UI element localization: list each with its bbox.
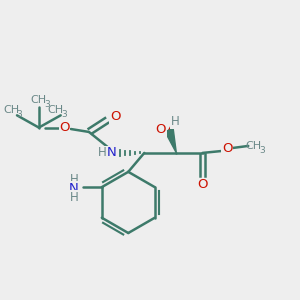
Text: H: H	[98, 146, 107, 159]
Text: N: N	[69, 182, 79, 195]
Text: 3: 3	[44, 100, 50, 109]
Text: CH: CH	[48, 105, 64, 115]
Text: H: H	[171, 115, 180, 128]
Text: O: O	[110, 110, 120, 123]
Text: O: O	[59, 121, 70, 134]
Text: 3: 3	[259, 146, 265, 155]
Text: CH: CH	[3, 105, 19, 115]
Text: 3: 3	[61, 110, 67, 119]
Text: CH: CH	[31, 95, 47, 105]
Polygon shape	[165, 129, 176, 153]
Text: N: N	[106, 146, 116, 159]
Text: H: H	[70, 173, 79, 186]
Text: O: O	[197, 178, 208, 191]
Text: CH: CH	[245, 141, 261, 151]
Text: 3: 3	[16, 110, 22, 119]
Text: O: O	[222, 142, 232, 155]
Text: O: O	[156, 123, 166, 136]
Text: H: H	[70, 191, 79, 204]
